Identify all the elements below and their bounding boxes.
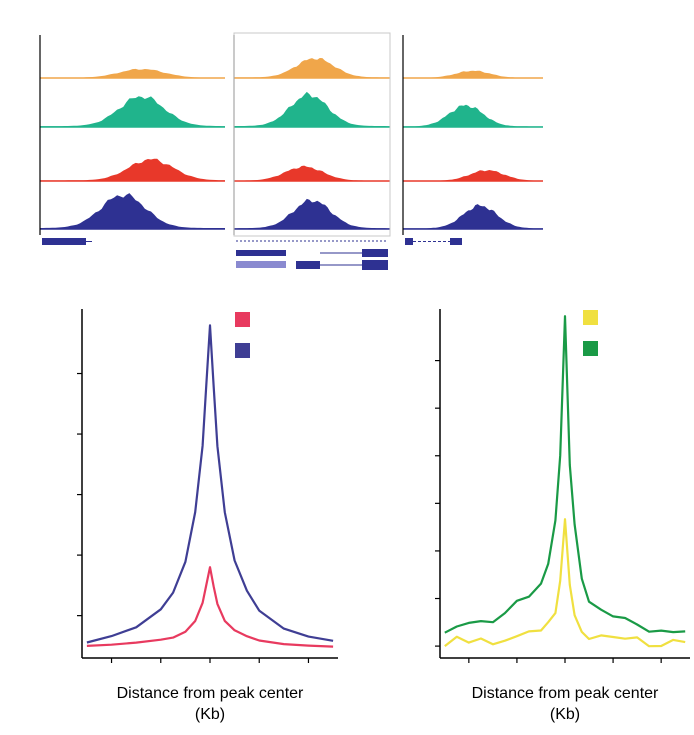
genome-tracks-panel: [39, 32, 543, 270]
series-line-vehicle: [444, 518, 686, 648]
mgc32805-exon-a: [405, 238, 413, 245]
track-signal-crc0542-vehicle-sp5: [234, 58, 390, 78]
legend-swatch-vehicle: [583, 310, 598, 325]
legend-swatch-vehicle: [235, 312, 250, 327]
crc0542-profile-plot: Distance from peak center (Kb): [77, 309, 338, 723]
series-line-cetux: [86, 324, 334, 644]
track-signal-crc0096-cetux-sp5: [234, 198, 390, 229]
crc0096-profile-plot: Distance from peak center (Kb): [435, 309, 690, 723]
sp5-exon-a: [236, 250, 286, 256]
track-signal-crc0096-vehicle-sp5: [234, 165, 390, 181]
track-signal-crc0096-cetux-mgc32805: [403, 204, 543, 229]
x-axis-label: Distance from peak center: [117, 685, 304, 702]
x-axis-label-unit: (Kb): [195, 706, 225, 723]
track-signal-crc0542-cetux-mgc32805: [403, 104, 543, 127]
track-signal-crc0542-vehicle-mgc32805: [403, 70, 543, 78]
track-signal-crc0096-cetux-efna4: [40, 193, 225, 229]
legend-swatch-cetux: [235, 343, 250, 358]
sp5-exon-c: [236, 261, 286, 268]
sp5-track-frame: [233, 32, 391, 237]
x-axis-label: Distance from peak center: [472, 685, 659, 702]
mgc32805-exon-b: [450, 238, 462, 245]
sp5-exon-d: [296, 261, 320, 269]
track-signal-crc0542-cetux-sp5: [234, 91, 390, 127]
track-signal-crc0096-vehicle-mgc32805: [403, 170, 543, 181]
series-line-cetux: [444, 315, 686, 634]
sp5-exon-e: [362, 260, 388, 270]
efna4-gene-body: [42, 238, 86, 245]
x-axis-label-unit: (Kb): [550, 706, 580, 723]
legend-swatch-cetux: [583, 341, 598, 356]
series-line-vehicle: [86, 566, 334, 648]
track-signal-crc0542-vehicle-efna4: [40, 68, 225, 78]
track-signal-crc0096-vehicle-efna4: [40, 158, 225, 181]
track-signal-crc0542-cetux-efna4: [40, 96, 225, 127]
sp5-exon-b: [362, 249, 388, 257]
